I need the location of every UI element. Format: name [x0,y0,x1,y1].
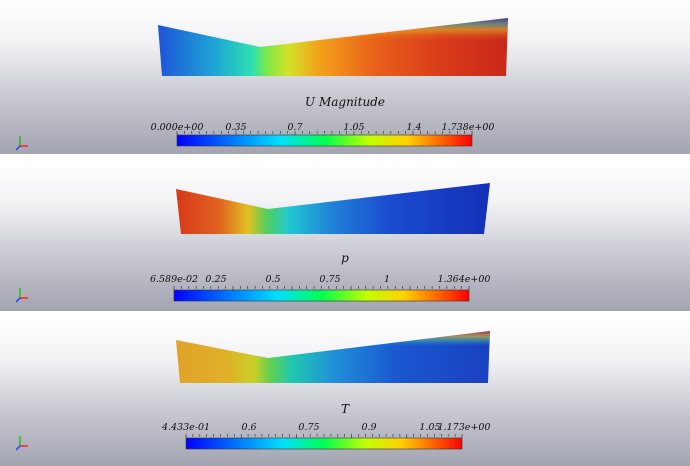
colorbar-label: 0.9 [361,422,377,433]
colorbar-label: 0.000e+00 [150,122,204,133]
colorbar-label: 0.35 [225,122,247,133]
field-label-p: p [341,251,349,265]
colorbar-label: 1.05 [419,422,441,433]
colorbar-label: 1.738e+00 [441,122,495,133]
colorbar-label: 0.7 [287,122,303,133]
colorbar-label: 1.173e+00 [437,422,491,433]
render-canvas-t [15,331,490,451]
colorbar-label: 0.25 [205,274,227,285]
mesh-domain-t [176,331,490,383]
colorbar-label: 1.4 [406,122,422,133]
colorbar-u [176,131,473,147]
render-view-p[interactable]: p 6.589e-02 0.25 0.5 0.75 1 1.364e+00 [0,161,690,311]
colorbar-label: 1.364e+00 [437,274,491,285]
field-label-u: U Magnitude [305,95,385,109]
colorbar-p [173,286,470,302]
orientation-axes-t [15,436,28,451]
colorbar-label: 1 [383,274,391,285]
colorbar-label: 0.5 [265,274,281,285]
render-view-u-magnitude[interactable]: U Magnitude 0.000e+00 0.35 0.7 1.05 1.4 … [0,0,690,154]
render-canvas-u [15,18,508,151]
colorbar-label: 0.75 [319,274,341,285]
field-label-t: T [340,402,349,416]
orientation-axes-p [15,288,28,303]
mesh-domain-u [158,18,508,76]
colorbar-label: 0.6 [241,422,257,433]
mesh-domain-p [176,183,490,234]
colorbar-label: 4.433e-01 [161,422,211,433]
render-canvas-p [15,183,490,303]
orientation-axes-u [15,136,28,151]
colorbar-label: 0.75 [298,422,320,433]
colorbar-t [185,434,463,450]
colorbar-label: 6.589e-02 [149,274,199,285]
colorbar-label: 1.05 [343,122,365,133]
render-view-t[interactable]: T 4.433e-01 0.6 0.75 0.9 1.05 1.173e+00 [0,318,690,466]
